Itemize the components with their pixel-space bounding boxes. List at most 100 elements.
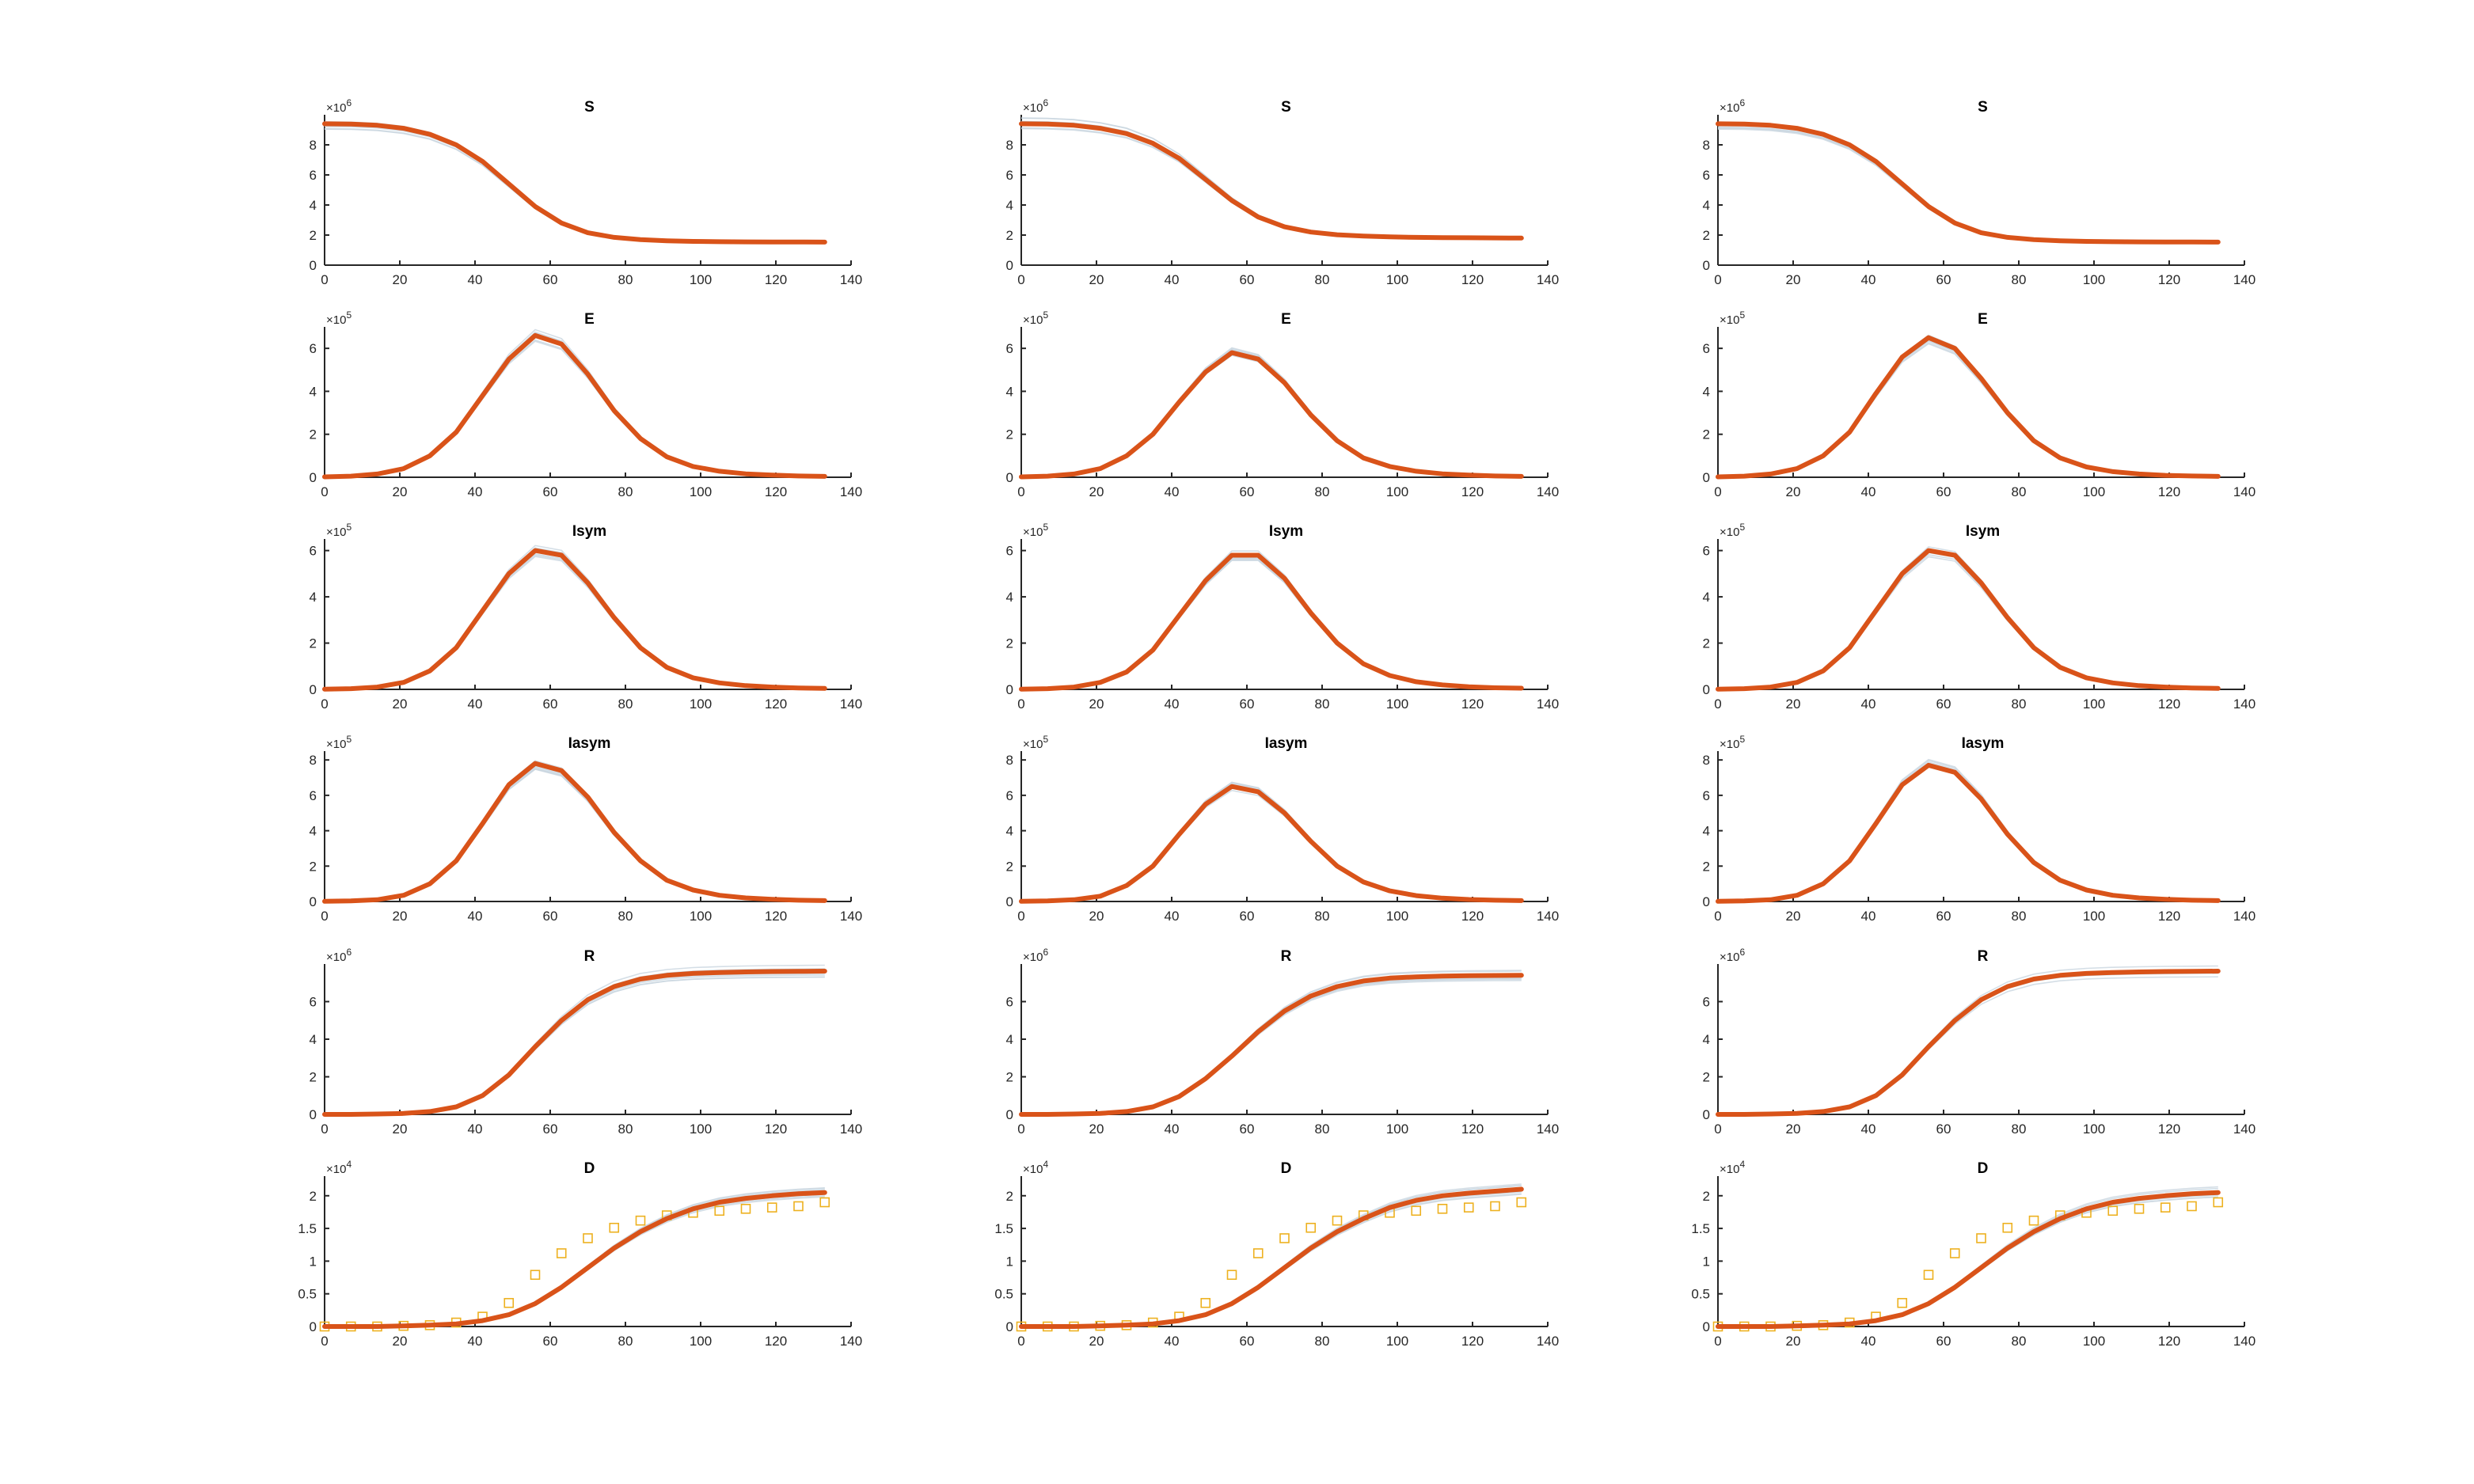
y-tick-label: 2 [1006, 859, 1013, 874]
observed-data-marker [2213, 1197, 2224, 1208]
y-tick-label: 0 [1006, 894, 1013, 909]
x-tick-label: 80 [1315, 484, 1330, 499]
observed-data-marker [2107, 1205, 2119, 1216]
model-fit-line [1716, 121, 2221, 245]
x-tick-label: 80 [2012, 484, 2027, 499]
y-exponent-value: 6 [1739, 97, 1745, 108]
y-tick-label: 4 [1006, 198, 1013, 213]
y-tick-label: 0 [1006, 682, 1013, 697]
ensemble-line [1717, 122, 2218, 243]
x-tick-label: 60 [1936, 696, 1951, 712]
y-tick-label: 6 [310, 995, 317, 1010]
subplot-iasym-col-1: 0 20 40 60 80 100 120 140 0 2 4 6 8 ×105 Iasym [310, 734, 863, 924]
subplot-title: Iasym [1265, 735, 1308, 752]
y-tick-label: 6 [1006, 341, 1013, 356]
x-tick-label: 140 [840, 909, 862, 924]
ensemble-line [324, 769, 825, 902]
observed-data-marker [2160, 1202, 2171, 1213]
x-tick-label: 120 [765, 272, 787, 287]
y-exponent-value: 5 [1739, 734, 1745, 745]
x-tick-label: 40 [1861, 484, 1876, 499]
ensemble-line [324, 123, 825, 243]
y-tick-label: 6 [1703, 995, 1710, 1010]
x-tick-label: 40 [468, 1122, 483, 1137]
x-tick-label: 80 [2012, 1334, 2027, 1349]
y-tick-label: 8 [310, 138, 317, 153]
x-tick-label: 20 [1089, 272, 1104, 287]
subplot-title: R [1281, 948, 1292, 965]
y-exponent-value: 5 [346, 309, 352, 321]
y-exponent-label: ×105 [1023, 309, 1048, 327]
ensemble-line [1020, 559, 1522, 690]
y-tick-label: 2 [1006, 636, 1013, 651]
subplot-title: Iasym [1962, 735, 2005, 752]
model-fit-line [1019, 552, 1524, 692]
ensemble-line [1020, 554, 1522, 690]
x-tick-label: 120 [1461, 1334, 1484, 1349]
y-exponent-label: ×105 [1720, 309, 1745, 327]
y-exponent-value: 5 [1043, 734, 1048, 745]
model-fit-line [1019, 350, 1524, 480]
y-exponent-value: 5 [1043, 522, 1048, 533]
y-exponent-value: 4 [346, 1159, 352, 1170]
y-tick-label: 0 [310, 682, 317, 697]
x-tick-label: 100 [2083, 1122, 2105, 1137]
ensemble-line [1717, 125, 2218, 244]
x-tick-label: 120 [1461, 1122, 1484, 1137]
y-tick-label: 6 [1006, 788, 1013, 803]
observed-data-marker [1226, 1270, 1237, 1281]
x-tick-label: 0 [1714, 909, 1721, 924]
x-tick-label: 100 [690, 696, 712, 712]
ensemble-line [1718, 973, 2218, 1115]
ensemble-line [1718, 1196, 2218, 1327]
x-tick-label: 40 [468, 1334, 483, 1349]
ensemble-line [1020, 554, 1522, 690]
subplot-d-col-1: 0 20 40 60 80 100 120 140 0 0.5 1 1.5 2 ×104 D [298, 1159, 862, 1349]
ensemble-line [1021, 978, 1522, 1115]
ensemble-line [1020, 560, 1522, 690]
ensemble-line [325, 974, 825, 1115]
observed-data-marker [714, 1205, 725, 1216]
y-tick-label: 1.5 [298, 1221, 317, 1236]
observed-data-marker [1332, 1215, 1343, 1226]
x-tick-label: 100 [1386, 484, 1408, 499]
x-tick-label: 40 [1861, 696, 1876, 712]
y-tick-label: 6 [1703, 788, 1710, 803]
x-tick-label: 0 [1714, 696, 1721, 712]
x-tick-label: 120 [2158, 1334, 2180, 1349]
y-tick-label: 6 [1006, 168, 1013, 183]
y-tick-label: 1 [1703, 1254, 1710, 1269]
x-tick-label: 120 [765, 696, 787, 712]
x-tick-label: 20 [1786, 1122, 1801, 1137]
model-fit-line [322, 121, 827, 245]
x-tick-label: 140 [840, 484, 862, 499]
observed-data-marker [2002, 1222, 2013, 1233]
y-exponent-value: 4 [1739, 1159, 1745, 1170]
x-tick-label: 140 [1537, 1122, 1559, 1137]
x-tick-label: 40 [1861, 272, 1876, 287]
x-tick-label: 60 [543, 1122, 558, 1137]
subplot-title: S [1978, 99, 1988, 116]
y-tick-label: 8 [1703, 753, 1710, 768]
x-tick-label: 100 [1386, 1334, 1408, 1349]
observed-data-marker [583, 1233, 593, 1243]
x-tick-label: 100 [690, 909, 712, 924]
model-fit-line [1019, 973, 1524, 1117]
ensemble-line [324, 123, 825, 243]
y-tick-label: 1.5 [994, 1221, 1013, 1236]
y-exponent-label: ×105 [1720, 734, 1745, 751]
y-exponent-label: ×106 [1720, 97, 1745, 115]
y-tick-label: 2 [1703, 859, 1710, 874]
x-tick-label: 60 [1240, 1334, 1255, 1349]
x-tick-label: 140 [2233, 272, 2255, 287]
ensemble-line [1020, 558, 1522, 690]
ensemble-line [1717, 760, 2218, 902]
x-tick-label: 100 [690, 1334, 712, 1349]
subplot-isym-col-1: 0 20 40 60 80 100 120 140 0 2 4 6 ×105 Isym [310, 522, 863, 712]
ensemble-line [325, 970, 825, 1115]
ensemble-line [324, 126, 825, 244]
y-exponent-value: 6 [1043, 947, 1048, 958]
x-tick-label: 80 [2012, 272, 2027, 287]
observed-data-marker [766, 1202, 777, 1213]
y-tick-label: 0 [310, 894, 317, 909]
